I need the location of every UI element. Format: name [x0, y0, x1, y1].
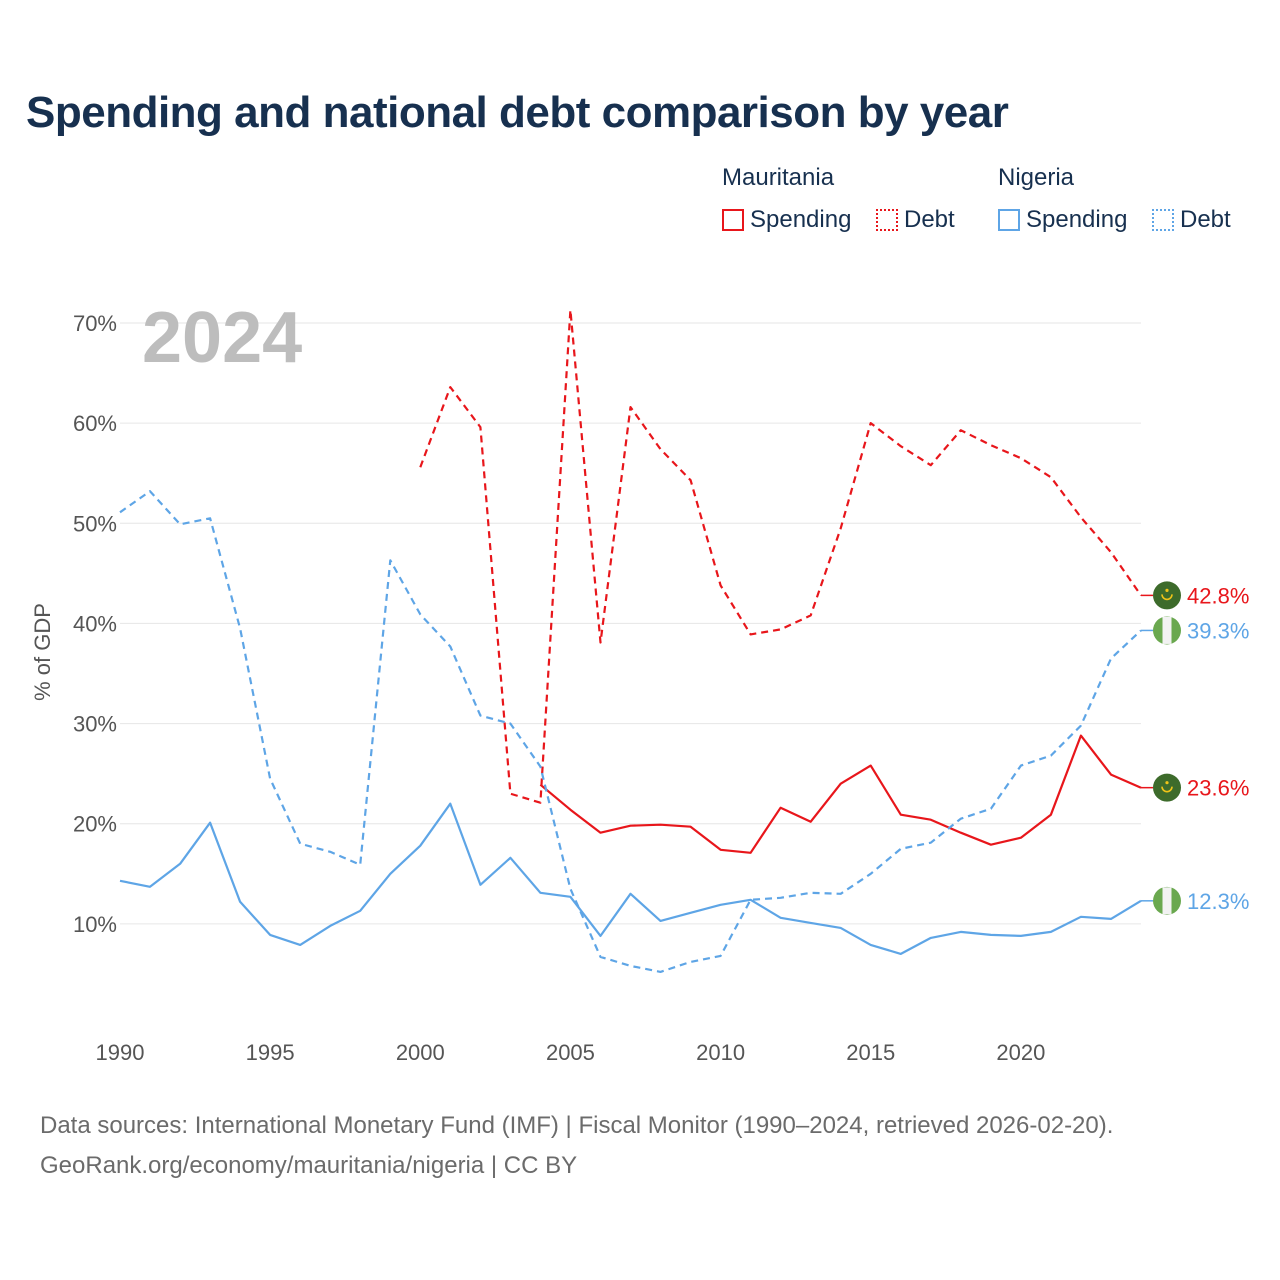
y-tick-label: 60%: [73, 411, 117, 436]
series-line-mauritania-spending: [539, 734, 1142, 854]
mauritania-flag-icon: [1153, 773, 1181, 802]
source-note: Data sources: International Monetary Fun…: [40, 1106, 1113, 1186]
x-tick-label: 2020: [996, 1040, 1045, 1065]
y-axis-title: % of GDP: [30, 603, 55, 701]
x-tick-label: 1995: [246, 1040, 295, 1065]
legend-label: Spending: [750, 206, 852, 233]
crescent-icon: [1161, 786, 1173, 793]
y-tick-label: 50%: [73, 511, 117, 536]
legend-label: Spending: [1026, 206, 1128, 233]
x-tick-label: 2005: [546, 1040, 595, 1065]
legend-label: Debt: [1180, 206, 1231, 233]
x-tick-label: 1990: [96, 1040, 145, 1065]
source-line-2[interactable]: GeoRank.org/economy/mauritania/nigeria |…: [40, 1152, 578, 1179]
star-icon: [1165, 781, 1169, 785]
y-tick-label: 30%: [73, 712, 117, 737]
x-tick-label: 2000: [396, 1040, 445, 1065]
legend-label: Debt: [904, 206, 955, 233]
series-line-nigeria-debt: [119, 490, 1142, 974]
end-label-layer: 42.8% 39.3% 23.6% 12.3%: [1141, 581, 1249, 915]
crescent-icon: [1161, 594, 1173, 601]
legend-mauritania-spending[interactable]: Spending: [722, 206, 851, 234]
x-tick-label: 2010: [696, 1040, 745, 1065]
year-label: 2024: [142, 298, 302, 378]
end-value-label: 23.6%: [1187, 776, 1249, 801]
series-layer: [119, 308, 1142, 974]
legend-nigeria-debt[interactable]: Debt: [1152, 206, 1231, 234]
legend-swatch-solid-blue: [998, 209, 1020, 231]
x-tick-label: 2015: [846, 1040, 895, 1065]
legend-group-mauritania: Mauritania: [722, 164, 835, 191]
mauritania-flag-icon: [1153, 581, 1181, 610]
y-tick-label: 20%: [73, 812, 117, 837]
legend-mauritania-debt[interactable]: Debt: [876, 206, 955, 234]
chart-title: Spending and national debt comparison by…: [26, 88, 1009, 137]
series-line-nigeria-spending: [119, 802, 1142, 956]
legend-swatch-solid-red: [722, 209, 744, 231]
flag-stripe: [1162, 616, 1172, 644]
star-icon: [1165, 588, 1169, 592]
legend-swatch-dotted-blue: [1152, 209, 1174, 231]
legend-swatch-dotted-red: [876, 209, 898, 231]
series-line-mauritania-debt: [419, 308, 1142, 804]
y-tick-label: 40%: [73, 611, 117, 636]
end-value-label: 39.3%: [1187, 618, 1249, 643]
y-tick-label: 70%: [73, 311, 117, 336]
grid-layer: 10% 20% 30% 40% 50% 60% 70% 1990 1995 2000 2005 201…: [73, 311, 1141, 1065]
legend-nigeria-spending[interactable]: Spending: [998, 206, 1127, 234]
source-line-1: Data sources: International Monetary Fun…: [40, 1112, 1114, 1139]
end-value-label: 12.3%: [1187, 889, 1249, 914]
y-tick-label: 10%: [73, 912, 117, 937]
end-value-label: 42.8%: [1187, 583, 1249, 608]
legend-group-nigeria: Nigeria: [998, 164, 1075, 191]
flag-stripe: [1162, 887, 1172, 915]
